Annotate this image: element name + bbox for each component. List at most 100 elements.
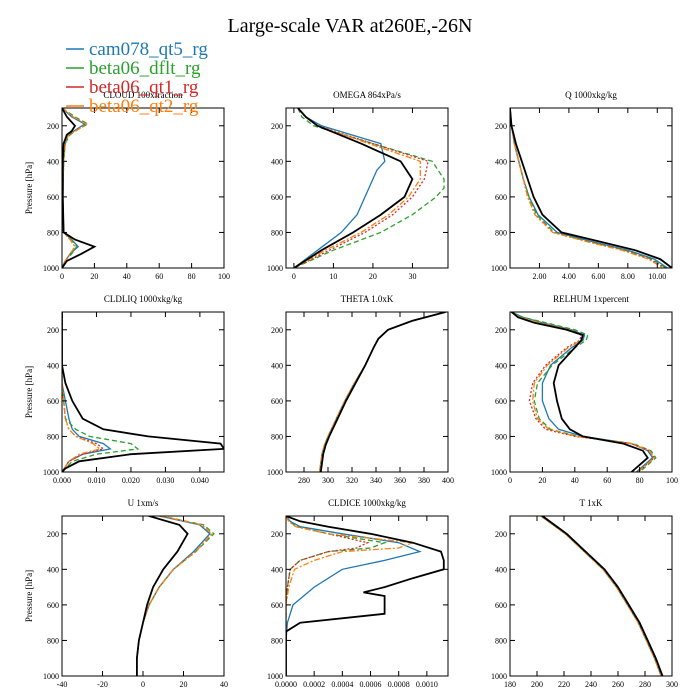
series-group [286,516,445,676]
y-axis-label: Pressure [hPa] [24,570,34,622]
x-tick-label: 180 [504,680,516,689]
y-tick-label: 800 [271,636,283,645]
series-line-beta06-qt1-rg [62,108,88,268]
x-tick-label: 0 [508,476,512,485]
y-tick-label: 1000 [491,264,507,273]
x-tick-label: 40 [123,272,131,281]
series-line-beta06-qt1-rg [136,516,213,676]
y-tick-label: 1000 [43,672,59,681]
x-tick-label: 300 [666,680,678,689]
plot-frame [61,515,225,677]
y-axis-label: Pressure [hPa] [24,162,34,214]
series-line-beta06-qt2-rg [62,312,102,472]
x-tick-label: 280 [298,476,310,485]
y-tick-label: 1000 [491,672,507,681]
x-tick-label: 0.040 [191,476,209,485]
y-tick-label: 800 [495,636,507,645]
y-tick-label: 600 [495,397,507,406]
y-tick-label: 800 [47,432,59,441]
x-tick-label: 100 [218,272,230,281]
y-tick-label: 1000 [43,468,59,477]
y-tick-label: 800 [495,432,507,441]
y-tick-label: 800 [271,432,283,441]
x-tick-label: 400 [442,476,454,485]
x-tick-label: 80 [636,476,644,485]
x-tick-label: 300 [322,476,334,485]
series-line-control [511,312,649,472]
x-tick-label: 380 [418,476,430,485]
x-tick-label: 20 [180,680,188,689]
x-tick-label: 0 [141,680,145,689]
y-tick-label: 200 [47,530,59,539]
x-tick-label: 60 [155,272,163,281]
series-line-cam078-qt5-rg [136,516,211,676]
y-tick-label: 400 [271,565,283,574]
y-tick-label: 1000 [43,264,59,273]
series-line-beta06-qt2-rg [62,108,88,268]
series-line-beta06-qt2-rg [286,516,414,676]
x-tick-label: 20 [369,272,377,281]
y-tick-label: 400 [47,361,59,370]
legend-label-cam078-qt5-rg: cam078_qt5_rg [89,39,208,60]
x-tick-label: 0.030 [156,476,174,485]
plot-frame [61,107,225,269]
series-line-beta06-qt2-rg [136,516,213,676]
y-tick-label: 400 [271,361,283,370]
y-tick-label: 600 [47,193,59,202]
x-tick-label: 0.0002 [303,680,325,689]
x-tick-label: 340 [370,476,382,485]
y-tick-label: 400 [271,157,283,166]
y-tick-label: 800 [271,228,283,237]
x-tick-label: 40 [571,476,579,485]
x-tick-label: 10 [329,272,337,281]
y-tick-label: 200 [495,326,507,335]
series-line-beta06-dflt-rg [62,312,140,472]
series-group [540,516,664,676]
series-line-control [319,312,446,472]
series-group [293,108,445,268]
series-line-beta06-dflt-rg [511,312,657,472]
panel-title: OMEGA 864xPa/s [333,90,401,100]
y-tick-label: 200 [47,326,59,335]
y-tick-label: 800 [47,228,59,237]
y-tick-label: 1000 [491,468,507,477]
series-line-beta06-qt1-rg [511,312,656,472]
x-tick-label: -40 [57,680,68,689]
x-tick-label: 0.0010 [416,680,438,689]
x-tick-label: 20 [90,272,98,281]
legend: cam078_qt5_rgbeta06_dflt_rgbeta06_qt1_rg… [66,39,208,117]
plot-frame [509,107,673,269]
x-tick-label: 0 [292,272,296,281]
x-tick-label: 360 [394,476,406,485]
x-tick-label: 80 [188,272,196,281]
x-tick-label: 8.00 [621,272,635,281]
panel-omega: 200 400 600 800 1000 0 10 20 30 OMEGA 864xPa/s [267,90,449,281]
plot-frame [285,515,449,677]
series-line-beta06-dflt-rg [510,108,667,268]
x-tick-label: 0 [60,272,64,281]
y-tick-label: 600 [47,397,59,406]
plot-frame [285,311,449,473]
series-line-control [293,108,414,268]
y-tick-label: 600 [495,193,507,202]
panel-title: U 1xm/s [128,498,159,508]
y-tick-label: 200 [271,122,283,131]
series-line-control [62,108,97,268]
x-tick-label: 60 [603,476,611,485]
panel-title: CLOUD 100xfraction [103,90,183,100]
x-tick-label: 0.020 [122,476,140,485]
y-tick-label: 800 [495,228,507,237]
x-tick-label: 30 [408,272,416,281]
panel-title: CLDICE 1000xkg/kg [328,498,406,508]
panel-title: Q 1000xkg/kg [565,90,617,100]
x-tick-label: 280 [639,680,651,689]
series-line-cam078-qt5-rg [510,108,668,268]
legend-label-beta06-qt2-rg: beta06_qt2_rg [89,96,199,117]
y-tick-label: 200 [47,122,59,131]
series-group [62,108,97,268]
x-tick-label: 0.010 [87,476,105,485]
x-tick-label: 40 [220,680,228,689]
